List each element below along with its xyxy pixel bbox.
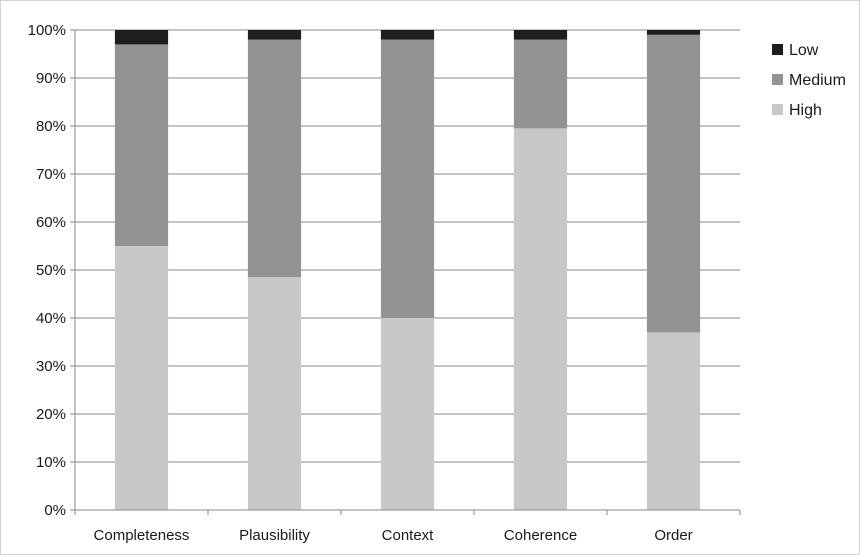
x-axis: Completeness Plausibility Context Coherence… <box>74 509 741 544</box>
legend-label-medium: Medium <box>789 72 846 89</box>
y-tick-label: 70% <box>36 166 66 183</box>
y-tick-label: 80% <box>36 118 66 135</box>
bar-coherence-low <box>513 30 568 40</box>
x-tick-label-completeness: Completeness <box>94 527 190 544</box>
legend-label-high: High <box>789 102 822 119</box>
y-tick-label: 20% <box>36 406 66 423</box>
x-tick-label-coherence: Coherence <box>504 527 577 544</box>
y-axis: 0% 10% 20% 30% 40% 50% 60% 70% 80% 90% 100% <box>28 22 76 519</box>
y-tick-label: 0% <box>44 502 66 519</box>
bars <box>114 30 701 510</box>
y-tick-label: 40% <box>36 310 66 327</box>
bar-context-high <box>380 318 435 510</box>
y-tick-label: 30% <box>36 358 66 375</box>
legend-label-low: Low <box>789 42 819 59</box>
y-tick-label: 50% <box>36 262 66 279</box>
y-tick-label: 100% <box>28 22 66 39</box>
x-tick-label-context: Context <box>382 527 435 544</box>
bar-completeness-medium <box>114 44 169 247</box>
legend-swatch-low <box>772 44 783 55</box>
bar-completeness-low <box>114 30 169 45</box>
x-tick-label-order: Order <box>654 527 692 544</box>
legend: Low Medium High <box>772 42 846 119</box>
y-tick-label: 90% <box>36 70 66 87</box>
bar-context-medium <box>380 39 435 318</box>
y-tick-label: 10% <box>36 454 66 471</box>
bar-order-high <box>646 332 701 510</box>
bar-plausibility-high <box>247 277 302 510</box>
bar-plausibility-medium <box>247 39 302 278</box>
bar-coherence-medium <box>513 39 568 129</box>
x-tick-label-plausibility: Plausibility <box>239 527 310 544</box>
bar-completeness-high <box>114 246 169 510</box>
bar-coherence-high <box>513 128 568 510</box>
legend-swatch-medium <box>772 74 783 85</box>
bar-order-medium <box>646 34 701 333</box>
bar-context-low <box>380 30 435 40</box>
bar-plausibility-low <box>247 30 302 40</box>
y-tick-label: 60% <box>36 214 66 231</box>
bar-order-low <box>646 30 701 35</box>
legend-swatch-high <box>772 104 783 115</box>
